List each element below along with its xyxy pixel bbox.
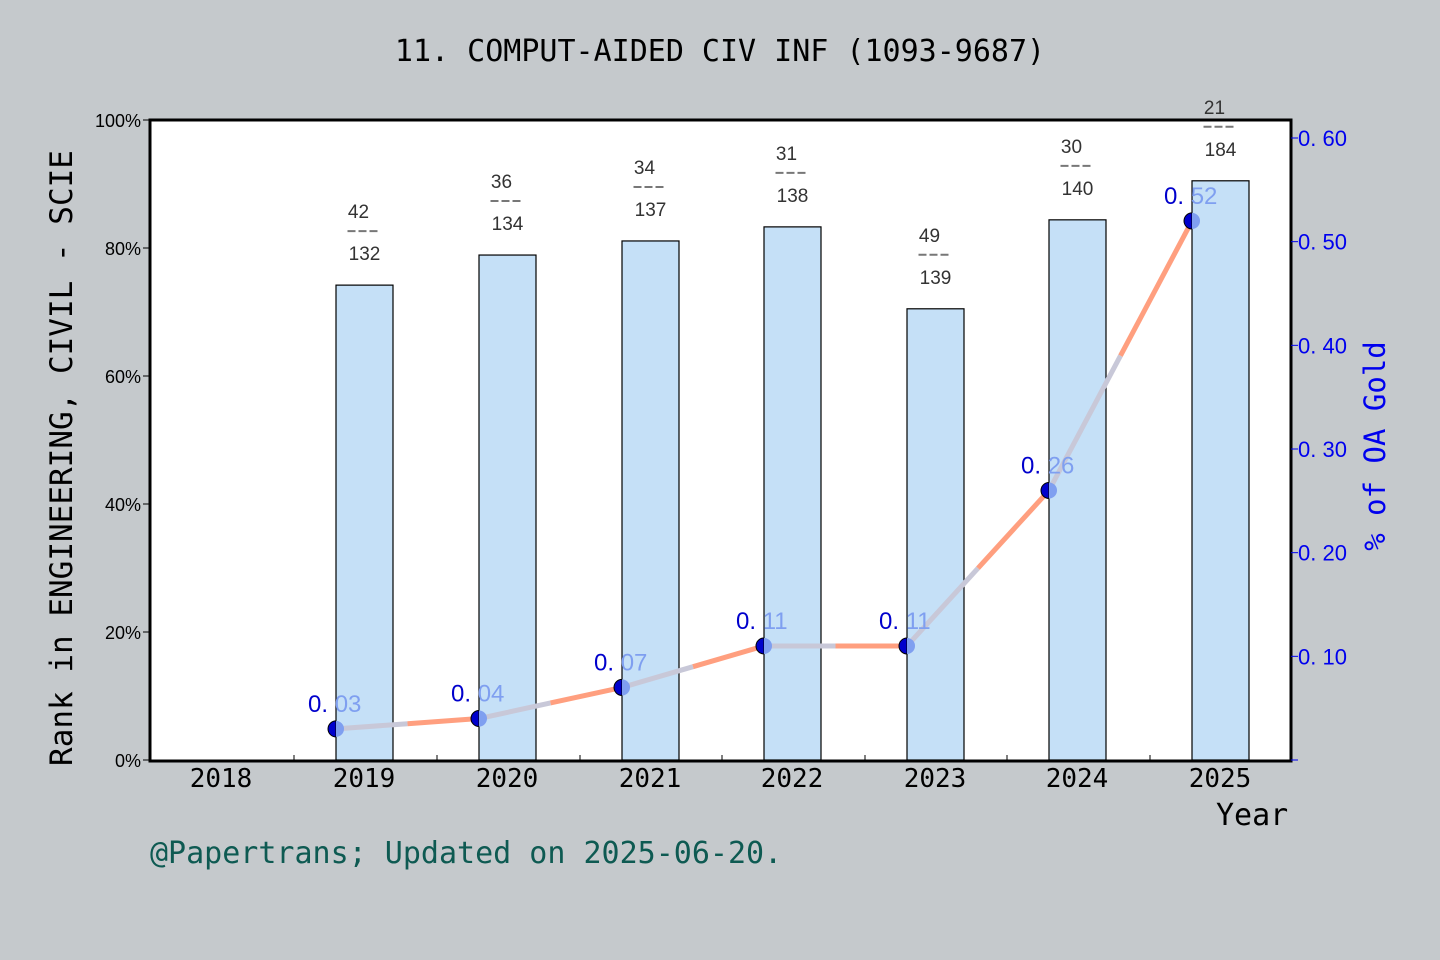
bar-2021 [621, 240, 680, 761]
x-tick-label-2023: 2023 [904, 764, 967, 794]
bar-label-2022: 31 138 [775, 144, 809, 207]
svg-text:132: 132 [349, 244, 381, 265]
x-axis: 2018 2019 2020 2021 2022 2023 2024 2025 [190, 755, 1252, 794]
plot-frame [148, 118, 1293, 763]
svg-text:34: 34 [634, 158, 656, 179]
point-label-2020: 0. 04 [451, 681, 504, 708]
svg-text:134: 134 [492, 214, 524, 235]
svg-text:184: 184 [1205, 140, 1237, 161]
point-2023 [898, 637, 915, 655]
footer-credit: @Papertrans; Updated on 2025-06-20. [150, 836, 783, 871]
bar-label-2020: 36 134 [490, 172, 524, 235]
svg-text:137: 137 [635, 200, 667, 221]
svg-text:138: 138 [777, 186, 809, 207]
right-tick-label: 0. 60 [1298, 126, 1347, 151]
svg-text:49: 49 [919, 226, 940, 247]
x-axis-label: Year [1216, 798, 1289, 833]
svg-text:36: 36 [491, 172, 512, 193]
svg-text:21: 21 [1204, 98, 1225, 119]
bar-label-2019: 42 132 [347, 202, 381, 265]
x-tick-label-2025: 2025 [1189, 764, 1252, 794]
left-tick-label: 60% [105, 367, 141, 387]
left-axis: 0% 20% 40% 60% 80% 100% [95, 111, 150, 771]
x-tick-label-2020: 2020 [476, 764, 539, 794]
point-label-2019: 0. 03 [308, 691, 361, 718]
left-tick-label: 80% [105, 239, 141, 259]
bar-labels: 42 132 36 134 34 137 31 138 49 139 30 140 21 184 [347, 98, 1237, 289]
line-series [327, 212, 1200, 738]
svg-text:31: 31 [776, 144, 797, 165]
left-tick-label: 40% [105, 495, 141, 515]
right-tick-label: 0. 30 [1298, 437, 1347, 462]
x-tick-label-2019: 2019 [333, 764, 396, 794]
right-tick-label: 0. 20 [1298, 541, 1347, 566]
x-tick-label-2022: 2022 [761, 764, 824, 794]
left-tick-label: 100% [95, 111, 141, 131]
point-2022 [755, 637, 772, 655]
point-labels: 0. 03 0. 04 0. 07 0. 11 0. 11 0. 26 0. 52 [308, 183, 1217, 718]
x-tick-label-2018: 2018 [190, 764, 253, 794]
point-2025 [1183, 212, 1200, 230]
bar-2023 [906, 308, 965, 761]
point-label-2025: 0. 52 [1164, 183, 1217, 210]
point-label-2023: 0. 11 [879, 608, 931, 635]
bar-label-2024: 30 140 [1060, 137, 1094, 200]
bar-2020 [478, 254, 537, 761]
bar-label-2023: 49 139 [918, 226, 952, 289]
right-tick-label: 0. 10 [1298, 644, 1347, 669]
point-label-2022: 0. 11 [736, 608, 788, 635]
y-axis-label-right: % of OA Gold [1358, 341, 1392, 551]
left-tick-label: 20% [105, 623, 141, 643]
point-2024 [1040, 481, 1057, 499]
chart-title: 11. COMPUT-AIDED CIV INF (1093-9687) [394, 34, 1046, 69]
svg-text:140: 140 [1062, 179, 1094, 200]
x-tick-label-2024: 2024 [1046, 764, 1109, 794]
svg-text:30: 30 [1061, 137, 1082, 158]
bar-2024 [1048, 219, 1107, 761]
bar-2022 [763, 226, 822, 761]
point-label-2021: 0. 07 [594, 649, 647, 676]
y-axis-label-left: Rank in ENGINEERING, CIVIL - SCIE [44, 150, 80, 766]
point-2020 [470, 710, 487, 728]
right-tick-label: 0. 50 [1298, 230, 1347, 255]
bar-2025 [1191, 180, 1250, 761]
bar-label-2025: 21 184 [1203, 98, 1237, 161]
svg-text:42: 42 [348, 202, 369, 223]
x-tick-label-2021: 2021 [619, 764, 682, 794]
svg-text:139: 139 [920, 268, 952, 289]
bar-label-2021: 34 137 [633, 158, 667, 221]
bar-2019 [335, 284, 394, 761]
left-tick-label: 0% [115, 751, 141, 771]
point-2019 [327, 720, 344, 738]
right-axis: 0. 10 0. 20 0. 30 0. 40 0. 50 0. 60 [1291, 126, 1347, 761]
right-tick-label: 0. 40 [1298, 333, 1347, 358]
plot-area [150, 120, 1291, 761]
point-2021 [613, 678, 630, 696]
point-label-2024: 0. 26 [1021, 452, 1074, 479]
